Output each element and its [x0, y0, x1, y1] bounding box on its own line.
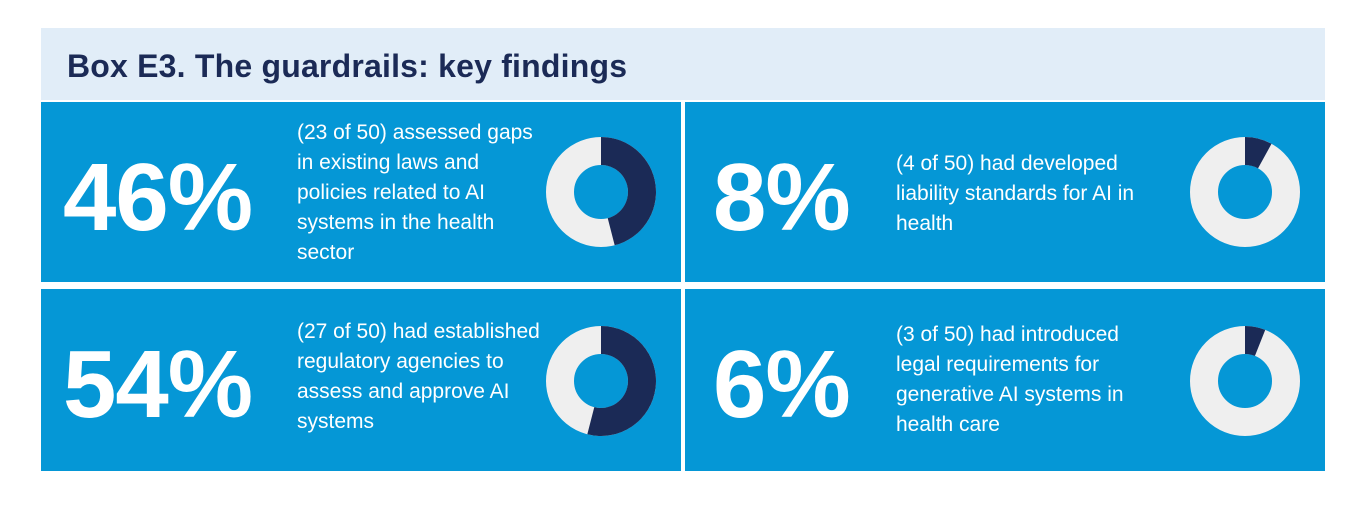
- donut-chart-4: [1190, 326, 1300, 436]
- finding-panel-1: 46% (23 of 50) assessed gaps in existing…: [41, 102, 681, 282]
- finding-description-4: (3 of 50) had introduced legal requireme…: [896, 323, 1124, 436]
- finding-description-3: (27 of 50) had established regulatory ag…: [297, 320, 540, 433]
- box-header: Box E3. The guardrails: key findings: [41, 28, 1325, 100]
- finding-description-1: (23 of 50) assessed gaps in existing law…: [297, 121, 533, 264]
- donut-slice-value: [587, 326, 656, 436]
- finding-description-2: (4 of 50) had developed liability standa…: [896, 152, 1135, 235]
- finding-panel-3: 54% (27 of 50) had established regulator…: [41, 289, 681, 471]
- donut-chart-3: [546, 326, 656, 436]
- donut-chart-1: [546, 137, 656, 247]
- finding-percent-1: 46%: [63, 144, 253, 251]
- finding-panel-2: 8% (4 of 50) had developed liability sta…: [685, 102, 1325, 282]
- finding-panel-4: 6% (3 of 50) had introduced legal requir…: [685, 289, 1325, 471]
- donut-slice-value: [601, 137, 656, 246]
- finding-percent-3: 54%: [63, 331, 253, 438]
- donut-chart-2: [1190, 137, 1300, 247]
- finding-percent-4: 6%: [713, 331, 851, 438]
- finding-percent-2: 8%: [713, 144, 851, 251]
- donut-slice-value: [1245, 137, 1272, 169]
- box-title: Box E3. The guardrails: key findings: [67, 48, 628, 84]
- donut-slice-value: [1245, 326, 1266, 356]
